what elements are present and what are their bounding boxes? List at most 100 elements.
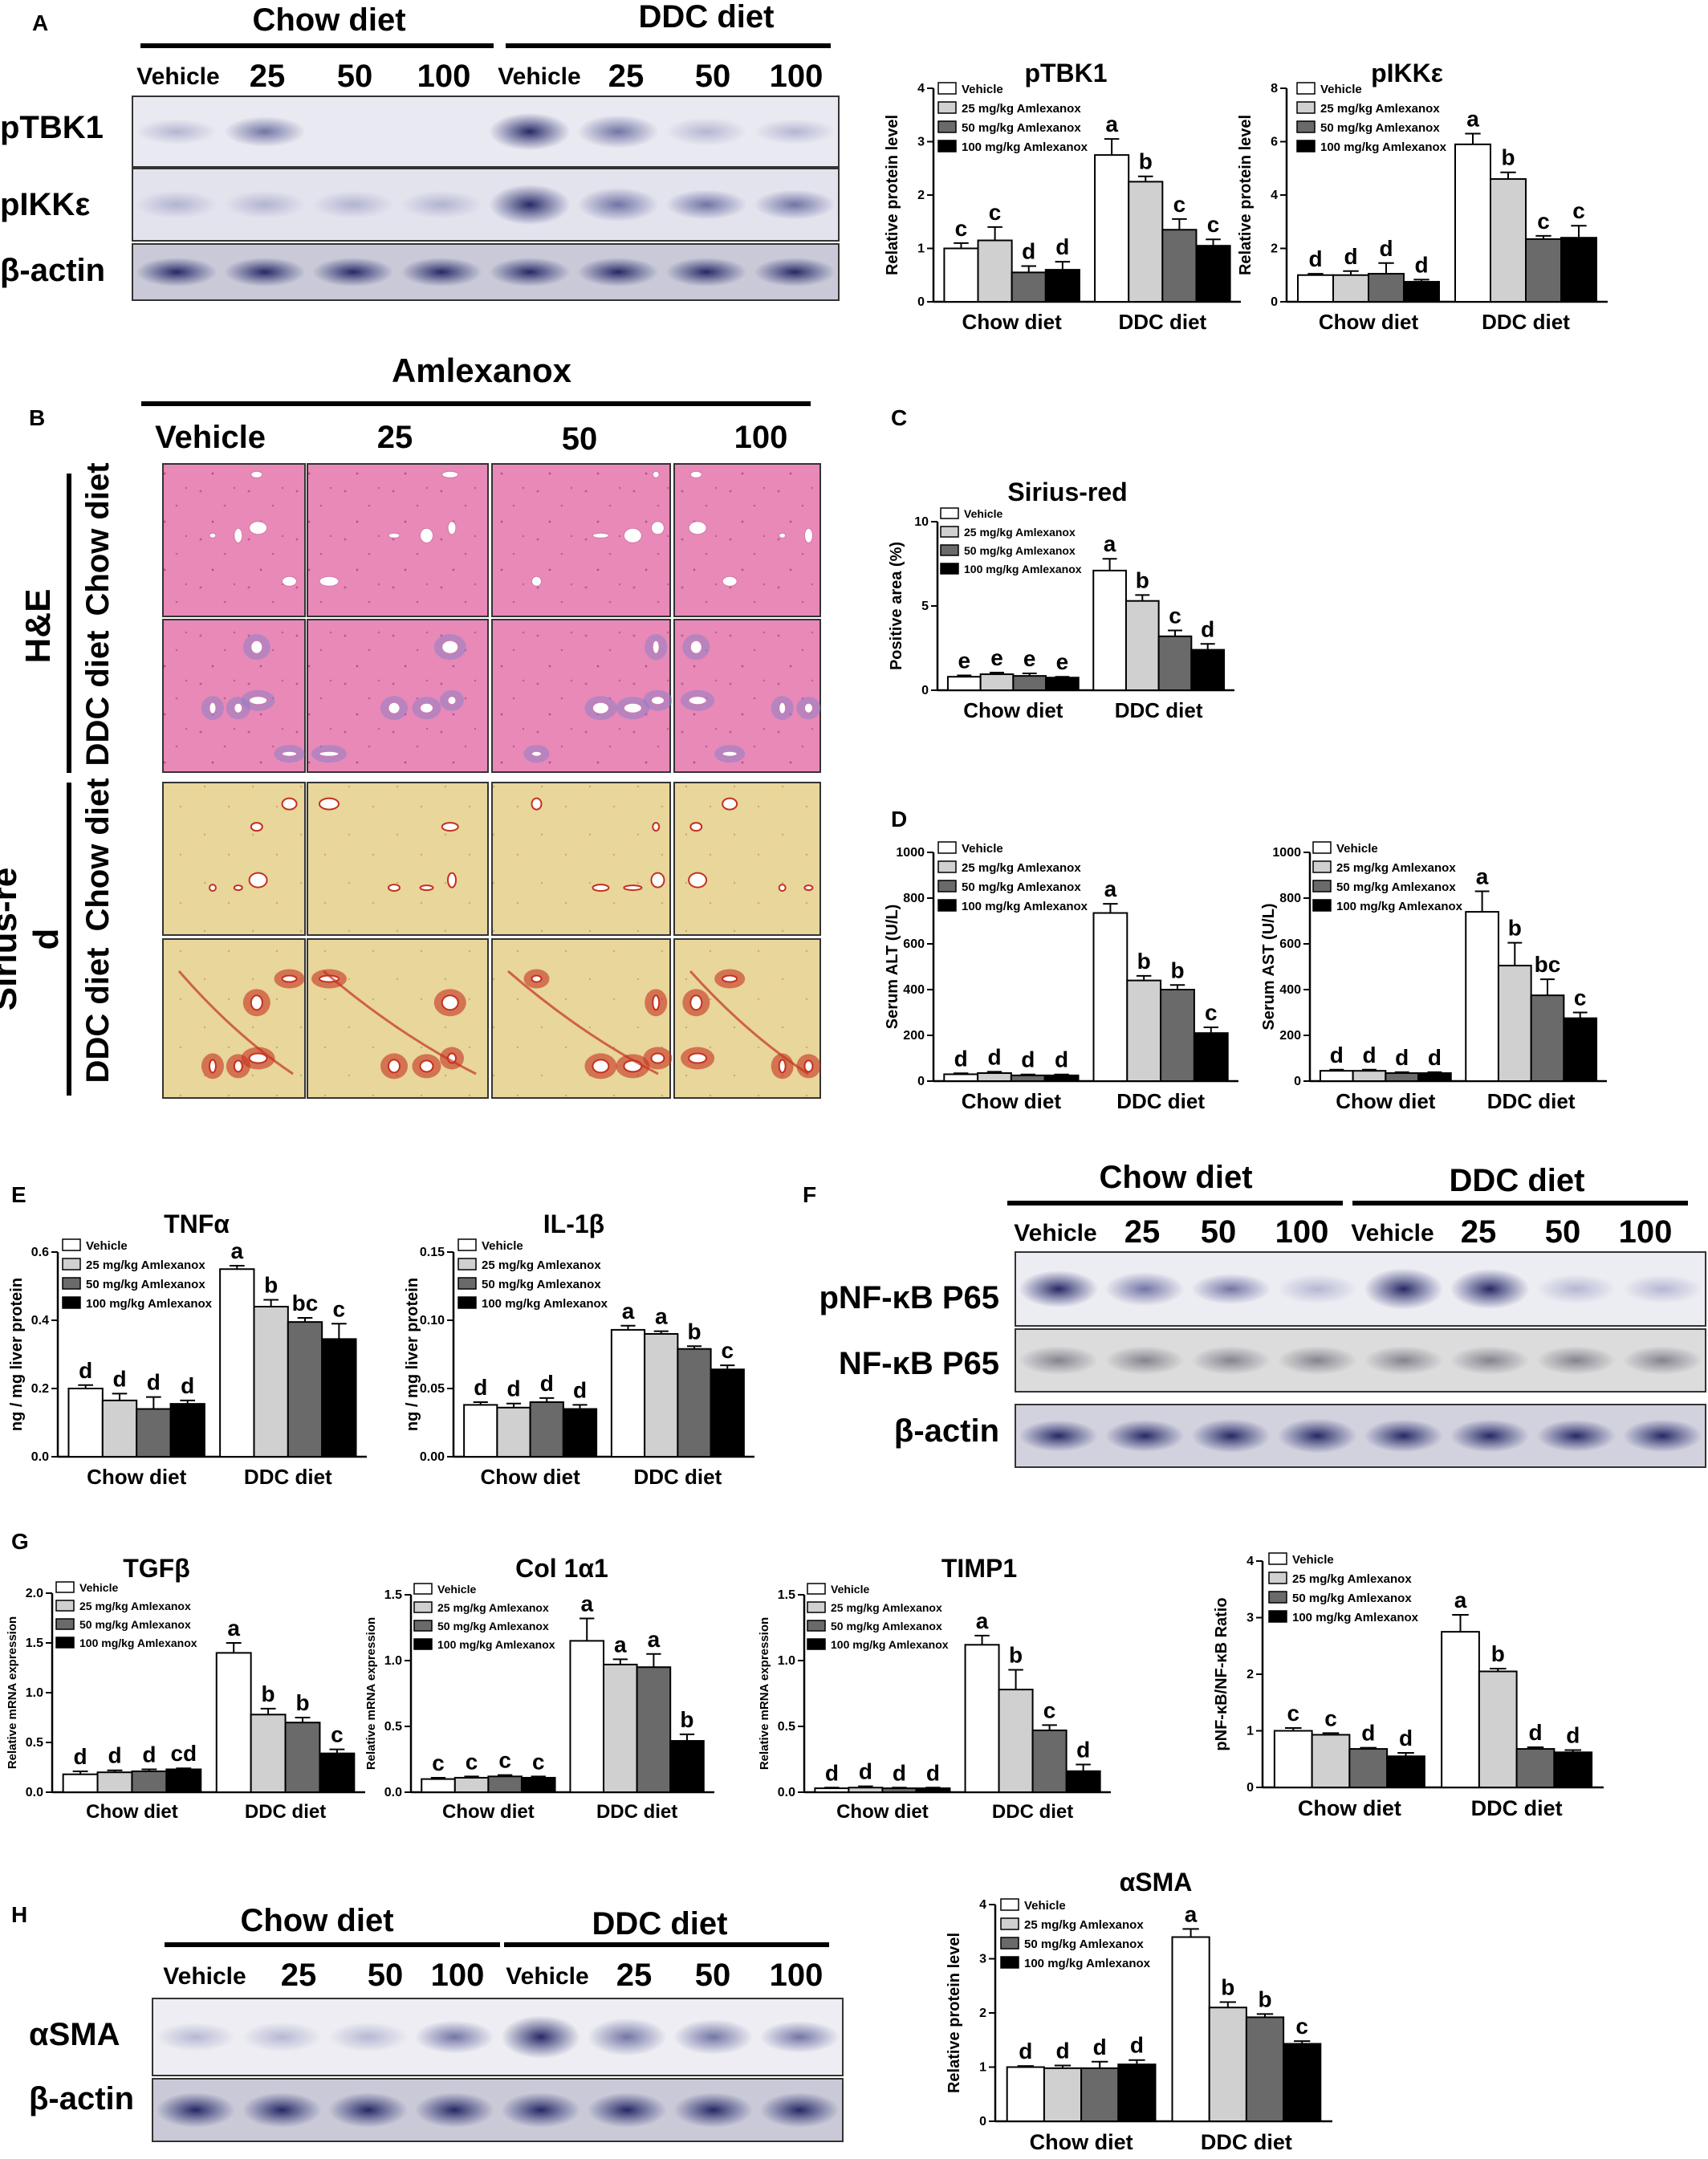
bar-IL1b-0-2 — [529, 1401, 564, 1458]
y-tick-label: 400 — [903, 983, 925, 997]
y-tick-label: 3 — [1246, 1612, 1254, 1625]
bar-TGFb-0-1 — [96, 1771, 133, 1793]
y-tick-label: 600 — [1279, 937, 1301, 951]
blot-a: Chow diet DDC diet Vehicle 25 50 100 Veh… — [0, 0, 840, 301]
significance-label: d — [1344, 244, 1357, 269]
histology-dose-1: Vehicle — [155, 420, 266, 455]
legend-swatch — [1000, 1937, 1019, 1950]
bar-TIMP1-0-2 — [881, 1787, 917, 1794]
significance-label: d — [474, 1375, 487, 1400]
legend-label: Vehicle — [437, 1583, 476, 1596]
bar-TGFb-0-3 — [165, 1768, 202, 1793]
legend-label: 25 mg/kg Amlexanox — [437, 1601, 549, 1614]
legend-swatch — [1296, 101, 1316, 114]
significance-label: c — [1287, 1701, 1299, 1726]
blotF-band — [1019, 1346, 1099, 1375]
blotF-band — [1277, 1274, 1357, 1304]
significance-label: c — [432, 1750, 445, 1775]
blotF-band — [1450, 1346, 1530, 1375]
blotA-band — [224, 257, 306, 287]
significance-label: a — [655, 1304, 668, 1329]
significance-label: c — [333, 1296, 346, 1321]
bar-IL1b-1-0 — [610, 1328, 646, 1458]
significance-label: b — [1136, 567, 1149, 592]
y-tick-label: 0.2 — [31, 1382, 49, 1396]
blotA-band — [489, 184, 571, 226]
legend-label: 50 mg/kg Amlexanox — [437, 1620, 549, 1632]
legend-label: Vehicle — [1320, 83, 1362, 96]
y-tick-label: 2 — [979, 2007, 986, 2020]
legend-label: 25 mg/kg Amlexanox — [482, 1258, 601, 1272]
blot-a-dose-3: 50 — [337, 59, 373, 94]
legend-label: 100 mg/kg Amlexanox — [1336, 900, 1463, 913]
legend-label: 25 mg/kg Amlexanox — [962, 102, 1081, 116]
blotH-band — [414, 2020, 494, 2054]
blot-a-row-label-1: pTBK1 — [0, 110, 104, 145]
y-tick-label: 2 — [1246, 1668, 1254, 1681]
blotF-band — [1536, 1346, 1616, 1375]
significance-label: d — [926, 1760, 940, 1785]
x-tick-label: Chow diet — [87, 1465, 187, 1489]
y-tick-label: 0 — [1271, 295, 1278, 309]
legend-swatch — [1296, 140, 1316, 152]
blotF-band — [1191, 1346, 1271, 1375]
chart-title: TGFβ — [123, 1554, 190, 1583]
blot-f-dose-8: 100 — [1619, 1214, 1673, 1250]
bar-IL1b-1-1 — [644, 1333, 679, 1458]
legend-swatch — [937, 101, 957, 114]
histology-dose-2: 25 — [377, 420, 413, 455]
legend-swatch — [55, 1600, 75, 1612]
legend-swatch — [1296, 120, 1316, 133]
panel-letter-b: B — [29, 405, 45, 430]
blotA-band — [754, 119, 836, 144]
bar-aSMA-0-3 — [1117, 2063, 1157, 2122]
blotF-band — [1364, 1346, 1444, 1375]
significance-label: c — [1572, 198, 1585, 223]
x-tick-label: Chow diet — [86, 1801, 178, 1823]
legend-swatch — [62, 1258, 81, 1271]
histology-image-r2-c2 — [307, 619, 489, 773]
legend-label: 100 mg/kg Amlexanox — [962, 140, 1088, 154]
panel-letter-d: D — [891, 807, 907, 831]
blotH-band — [156, 2023, 236, 2051]
legend-swatch — [1268, 1571, 1287, 1584]
bar-pIKKe-1-3 — [1560, 237, 1597, 303]
legend-swatch — [413, 1583, 433, 1595]
bar-pTBK1-0-2 — [1011, 271, 1047, 303]
blot-h-dose-6: 25 — [616, 1958, 653, 1993]
x-tick-label: DDC diet — [1116, 1089, 1205, 1113]
legend-swatch — [458, 1238, 477, 1251]
blot-a-dose-8: 100 — [770, 59, 824, 94]
bar-pNFkB-1-1 — [1478, 1670, 1518, 1789]
bar-aSMA-1-2 — [1245, 2016, 1285, 2122]
legend-label: 50 mg/kg Amlexanox — [1336, 880, 1456, 894]
blot-a-group-chow: Chow diet — [252, 2, 405, 38]
stain-label-he: H&E — [18, 589, 58, 664]
histology-image-r3-c1 — [162, 782, 306, 936]
legend-swatch — [458, 1296, 477, 1309]
blotF-band — [1191, 1273, 1271, 1305]
bar-ALT-0-0 — [943, 1073, 979, 1082]
y-tick-label: 0 — [979, 2115, 986, 2129]
bar-AST-0-2 — [1385, 1072, 1420, 1083]
bar-TNFa-1-1 — [253, 1306, 289, 1458]
significance-label: a — [648, 1627, 661, 1652]
blot-a-dose-1: Vehicle — [136, 63, 219, 90]
legend-swatch — [1312, 880, 1332, 892]
bar-TGFb-1-1 — [250, 1714, 287, 1794]
legend-label: 50 mg/kg Amlexanox — [831, 1620, 942, 1632]
chart-title: pTBK1 — [1024, 59, 1107, 87]
legend-swatch — [55, 1618, 75, 1630]
legend-swatch — [940, 563, 959, 575]
blot-a-dose-2: 25 — [250, 59, 286, 94]
blot-f-group-chow: Chow diet — [1099, 1160, 1252, 1195]
significance-label: c — [1537, 209, 1550, 234]
y-tick-label: 0 — [917, 295, 925, 309]
chart-AST: 0 200 400 600 800 1000 Serum AST (U/L) Chow die… — [1260, 841, 1607, 1113]
significance-label: bc — [292, 1291, 319, 1315]
bar-Sirius-1-2 — [1157, 635, 1193, 691]
chart-title: TNFα — [164, 1210, 230, 1238]
bar-Col1a1-1-0 — [569, 1640, 605, 1794]
significance-label: bc — [1535, 952, 1561, 977]
